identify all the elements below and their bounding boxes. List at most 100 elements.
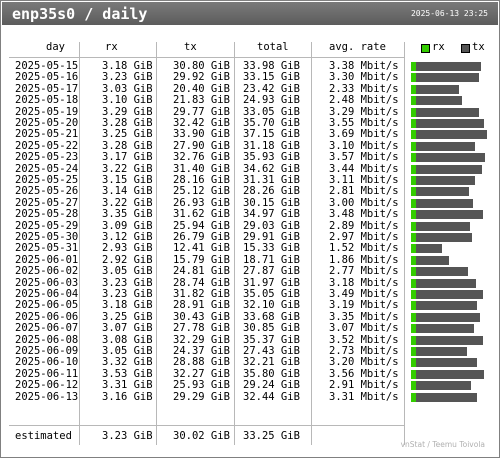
- tx-bar: [416, 244, 442, 254]
- total-cell: 24.93 GiB: [243, 94, 300, 107]
- estimated-total: 33.25 GiB: [243, 430, 300, 442]
- traffic-bar: [411, 107, 479, 117]
- day-cell: 2025-05-30: [15, 231, 79, 243]
- tx-cell: 20.40 GiB: [173, 82, 230, 95]
- rx-cell: 3.17 GiB: [102, 151, 153, 164]
- tx-cell: 32.29 GiB: [173, 333, 230, 346]
- tx-cell: 28.16 GiB: [173, 174, 230, 186]
- rx-bar: [411, 198, 416, 208]
- rx-cell: 3.18 GiB: [102, 299, 153, 312]
- table-row: 2025-05-30 3.12 GiB 26.79 GiB 29.91 GiB 2.97…: [1, 232, 499, 243]
- rx-cell: 3.16 GiB: [102, 390, 153, 403]
- rx-cell: 3.31 GiB: [102, 379, 153, 392]
- traffic-bar: [411, 290, 483, 299]
- total-cell: 29.91 GiB: [243, 231, 300, 243]
- day-cell: 2025-05-28: [15, 208, 79, 221]
- column-header-tx: tx: [184, 41, 197, 53]
- rate-cell: 3.07 Mbit/s: [329, 322, 399, 335]
- tx-cell: 27.90 GiB: [173, 139, 230, 152]
- traffic-bar: [411, 369, 484, 379]
- rate-cell: 3.10 Mbit/s: [329, 139, 399, 152]
- tx-cell: 32.76 GiB: [173, 151, 230, 164]
- column-divider: [311, 42, 312, 445]
- table-row: 2025-05-17 3.03 GiB 20.40 GiB 23.42 GiB 2.33…: [1, 82, 499, 95]
- traffic-bar: [411, 233, 472, 242]
- tx-bar: [416, 210, 483, 220]
- traffic-bar: [411, 164, 482, 174]
- rx-bar: [411, 84, 416, 94]
- day-cell: 2025-06-02: [15, 265, 79, 278]
- traffic-bar: [411, 335, 483, 345]
- rx-bar: [411, 347, 416, 356]
- day-cell: 2025-06-06: [15, 310, 79, 323]
- tx-cell: 29.29 GiB: [173, 390, 230, 403]
- tx-cell: 21.83 GiB: [173, 94, 230, 107]
- rx-bar: [411, 119, 416, 128]
- table-row: 2025-05-22 3.28 GiB 27.90 GiB 31.18 GiB 3.10…: [1, 139, 499, 152]
- day-cell: 2025-05-26: [15, 185, 79, 198]
- total-cell: 33.68 GiB: [243, 310, 300, 323]
- total-cell: 32.44 GiB: [243, 390, 300, 403]
- rx-cell: 3.35 GiB: [102, 208, 153, 221]
- table-row: 2025-05-26 3.14 GiB 25.12 GiB 28.26 GiB 2.81…: [1, 186, 499, 197]
- table-row: 2025-06-08 3.08 GiB 32.29 GiB 35.37 GiB 3.52…: [1, 333, 499, 346]
- table-row: 2025-06-03 3.23 GiB 28.74 GiB 31.97 GiB 3.18…: [1, 277, 499, 289]
- tx-cell: 24.81 GiB: [173, 265, 230, 278]
- rx-cell: 2.92 GiB: [102, 253, 153, 266]
- traffic-bar: [411, 278, 476, 288]
- rate-cell: 2.33 Mbit/s: [329, 82, 399, 95]
- estimated-row: estimated 3.23 GiB 30.02 GiB 33.25 GiB: [1, 431, 499, 442]
- tx-bar: [416, 369, 484, 379]
- tx-bar: [416, 301, 477, 311]
- rx-bar: [411, 290, 416, 299]
- tx-cell: 27.78 GiB: [173, 322, 230, 335]
- rx-bar: [411, 107, 416, 117]
- rate-cell: 2.81 Mbit/s: [329, 185, 399, 198]
- rx-cell: 3.18 GiB: [102, 60, 153, 72]
- total-cell: 27.43 GiB: [243, 345, 300, 357]
- page-title: enp35s0 / daily: [12, 5, 148, 23]
- rate-cell: 3.20 Mbit/s: [329, 356, 399, 369]
- rx-cell: 3.09 GiB: [102, 219, 153, 232]
- tx-bar: [416, 221, 470, 231]
- table-row: 2025-05-21 3.25 GiB 33.90 GiB 37.15 GiB 3.69…: [1, 129, 499, 140]
- rx-bar: [411, 369, 416, 379]
- traffic-bar: [411, 62, 481, 71]
- day-cell: 2025-05-15: [15, 60, 79, 72]
- traffic-bar: [411, 141, 475, 151]
- rate-cell: 3.69 Mbit/s: [329, 128, 399, 141]
- table-row: 2025-06-02 3.05 GiB 24.81 GiB 27.87 GiB 2.77…: [1, 266, 499, 277]
- tx-bar: [416, 267, 468, 277]
- day-cell: 2025-06-04: [15, 288, 79, 300]
- tx-cell: 25.12 GiB: [173, 185, 230, 198]
- tx-bar: [416, 255, 449, 265]
- traffic-bar: [411, 187, 469, 197]
- traffic-bar: [411, 176, 475, 185]
- rx-cell: 3.14 GiB: [102, 185, 153, 198]
- rx-cell: 3.12 GiB: [102, 231, 153, 243]
- rx-bar: [411, 301, 416, 311]
- rx-cell: 3.05 GiB: [102, 345, 153, 357]
- column-divider: [234, 42, 235, 445]
- day-cell: 2025-06-13: [15, 390, 79, 403]
- table-row: 2025-05-24 3.22 GiB 31.40 GiB 34.62 GiB 3.44…: [1, 163, 499, 175]
- tx-cell: 32.27 GiB: [173, 367, 230, 380]
- rx-bar: [411, 312, 416, 322]
- rate-cell: 3.35 Mbit/s: [329, 310, 399, 323]
- tx-bar: [416, 381, 471, 391]
- rate-cell: 2.48 Mbit/s: [329, 94, 399, 107]
- tx-bar: [416, 176, 475, 185]
- header-divider: [9, 57, 405, 58]
- column-divider: [79, 42, 80, 445]
- rx-bar: [411, 164, 416, 174]
- estimated-tx: 30.02 GiB: [173, 430, 230, 442]
- rx-cell: 3.22 GiB: [102, 196, 153, 209]
- rx-bar: [411, 358, 416, 368]
- table-row: 2025-06-09 3.05 GiB 24.37 GiB 27.43 GiB 2.73…: [1, 346, 499, 357]
- rate-cell: 3.29 Mbit/s: [329, 105, 399, 118]
- rx-cell: 3.07 GiB: [102, 322, 153, 335]
- tx-cell: 30.80 GiB: [173, 60, 230, 72]
- table-row: 2025-06-06 3.25 GiB 30.43 GiB 33.68 GiB 3.35…: [1, 310, 499, 323]
- tx-bar: [416, 164, 482, 174]
